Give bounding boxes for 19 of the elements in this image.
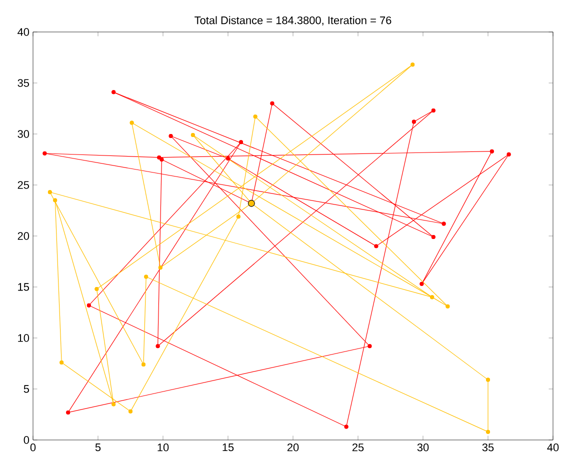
x-tick-label: 0 <box>30 444 36 452</box>
x-tick-label: 5 <box>95 444 101 452</box>
y-tick-label: 30 <box>18 130 30 138</box>
y-tick-label: 0 <box>24 436 30 444</box>
y-tick-label: 35 <box>18 79 30 87</box>
y-tick-label: 40 <box>18 28 30 36</box>
x-tick-label: 25 <box>352 444 364 452</box>
y-tick-label: 25 <box>18 181 30 189</box>
chart-title: Total Distance = 184.3800, Iteration = 76 <box>194 16 392 26</box>
x-tick-label: 30 <box>417 444 429 452</box>
x-tick-label: 35 <box>482 444 494 452</box>
y-tick-label: 10 <box>18 334 30 342</box>
y-tick-label: 15 <box>18 283 30 291</box>
y-tick-label: 20 <box>18 232 30 240</box>
x-tick-label: 20 <box>287 444 299 452</box>
y-tick-label: 5 <box>24 385 30 393</box>
x-tick-label: 40 <box>547 444 559 452</box>
x-tick-label: 10 <box>158 444 169 452</box>
x-tick-label: 15 <box>222 444 234 452</box>
